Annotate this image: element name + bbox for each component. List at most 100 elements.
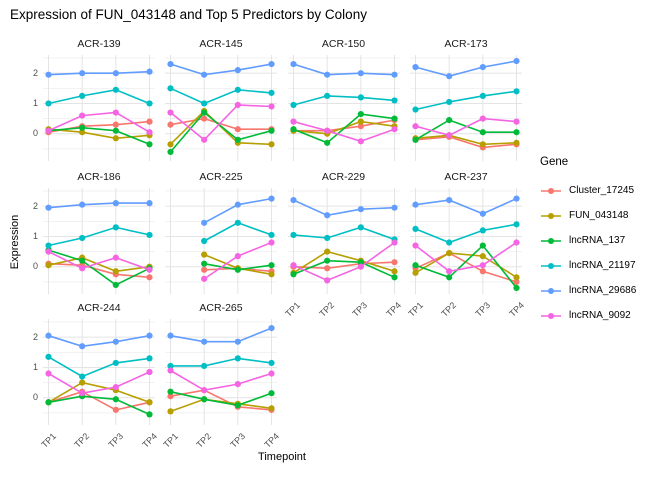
y-tick-label: 2 (32, 200, 38, 211)
y-tick-label: 0 (32, 392, 38, 403)
legend-entry-label: Cluster_17245 (569, 185, 635, 196)
y-tick-label: 2 (32, 331, 38, 342)
facet-plot (43, 55, 155, 161)
y-tick-label: 1 (32, 97, 38, 108)
series-lncRNA_9092 (45, 248, 153, 273)
x-tick-label: TP2 (72, 431, 92, 450)
legend-entry-lncRNA_21197: lncRNA_21197 (540, 253, 668, 278)
series-lncRNA_9092 (289, 118, 398, 145)
y-tick-label: 1 (32, 230, 38, 241)
series-lncRNA_29686 (289, 60, 398, 78)
series-lncRNA_21197 (412, 88, 520, 113)
facet-plot (287, 188, 400, 294)
series-Cluster_17245 (412, 133, 520, 151)
series-lncRNA_137 (201, 260, 275, 273)
series-lncRNA_137 (45, 393, 153, 418)
facet-plot (287, 55, 400, 161)
series-lncRNA_21197 (412, 221, 520, 246)
legend-key-icon (541, 312, 561, 319)
series-lncRNA_137 (289, 257, 398, 281)
legend-key-icon (541, 287, 561, 294)
legend-entry-Cluster_17245: Cluster_17245 (540, 178, 668, 203)
facet-plot (43, 319, 155, 425)
legend-entry-label: lncRNA_9092 (569, 310, 631, 321)
x-tick-label: TP2 (316, 300, 336, 319)
series-Cluster_17245 (45, 118, 153, 136)
x-tick-label: TP4 (506, 300, 526, 319)
x-tick-label: TP1 (38, 431, 58, 450)
series-lncRNA_9092 (167, 367, 275, 394)
facet-strip-label: ACR-229 (321, 171, 366, 183)
facet-strip-label: ACR-244 (77, 302, 121, 314)
series-lncRNA_9092 (167, 101, 275, 143)
y-axis-title: Expression (9, 214, 21, 270)
facet-strip-label: ACR-186 (77, 171, 121, 183)
series-lncRNA_21197 (167, 355, 275, 370)
series-lncRNA_21197 (45, 353, 153, 380)
x-tick-label: TP3 (106, 431, 125, 450)
legend-entry-label: lncRNA_29686 (569, 285, 637, 296)
legend-entry-lncRNA_9092: lncRNA_9092 (540, 303, 668, 328)
legend-entry-FUN_043148: FUN_043148 (540, 203, 668, 228)
legend-entries: Cluster_17245 FUN_043148 lncRNA_137 lncRNA_… (540, 178, 668, 328)
series-lncRNA_21197 (289, 92, 398, 109)
series-lncRNA_29686 (45, 332, 153, 350)
legend-key-icon (541, 212, 561, 219)
y-tick-label: 0 (32, 128, 38, 139)
legend-entry-label: lncRNA_137 (569, 235, 626, 246)
series-lncRNA_21197 (45, 86, 153, 107)
legend-key-icon (541, 187, 561, 194)
legend-key-icon (541, 262, 561, 269)
legend-entry-lncRNA_137: lncRNA_137 (540, 228, 668, 253)
series-lncRNA_9092 (412, 115, 520, 139)
legend-key-icon (541, 237, 561, 244)
series-lncRNA_29686 (412, 195, 520, 217)
x-tick-label: TP2 (194, 431, 214, 450)
facet-plot (410, 188, 522, 294)
facet-plot (165, 55, 277, 161)
series-lncRNA_9092 (45, 109, 153, 136)
legend-entry-label: FUN_043148 (569, 210, 629, 221)
facet-strip-label: ACR-145 (199, 38, 243, 50)
y-tick-label: 0 (32, 261, 38, 272)
facet-plot (165, 319, 277, 425)
series-FUN_043148 (167, 107, 275, 148)
series-lncRNA_21197 (167, 85, 275, 107)
legend-entry-lncRNA_29686: lncRNA_29686 (540, 278, 668, 303)
series-lncRNA_29686 (45, 200, 153, 211)
x-tick-label: TP2 (439, 300, 459, 319)
series-lncRNA_137 (167, 388, 275, 409)
series-Cluster_17245 (167, 115, 275, 133)
x-axis-title: Timepoint (258, 451, 306, 463)
series-lncRNA_137 (412, 242, 520, 292)
series-lncRNA_9092 (412, 239, 520, 275)
series-lncRNA_9092 (289, 239, 398, 284)
legend-title: Gene (540, 156, 569, 168)
legend-entry-label: lncRNA_21197 (569, 260, 636, 271)
facet-strip-label: ACR-139 (77, 38, 121, 50)
facet-plot (43, 188, 155, 294)
series-lncRNA_21197 (289, 224, 398, 243)
facet-strip-label: ACR-173 (444, 38, 488, 50)
facet-strip-label: ACR-225 (199, 171, 243, 183)
series-Cluster_17245 (167, 387, 275, 413)
series-lncRNA_9092 (201, 239, 275, 282)
facet-strip-label: ACR-265 (199, 302, 243, 314)
facet-plot (410, 55, 522, 161)
facet-strip-label: ACR-150 (321, 38, 366, 50)
series-lncRNA_9092 (45, 368, 153, 397)
series-lncRNA_29686 (201, 195, 275, 226)
series-lncRNA_29686 (289, 197, 398, 219)
series-lncRNA_29686 (167, 324, 275, 345)
series-lncRNA_137 (167, 109, 275, 156)
facet-strip-label: ACR-237 (444, 171, 488, 183)
x-tick-label: TP3 (473, 300, 492, 319)
series-lncRNA_137 (289, 110, 398, 146)
y-tick-label: 2 (32, 67, 38, 78)
chart-title: Expression of FUN_043148 and Top 5 Predi… (10, 7, 367, 22)
series-lncRNA_29686 (45, 68, 153, 78)
series-lncRNA_29686 (412, 57, 520, 80)
facet-plot (165, 188, 277, 294)
